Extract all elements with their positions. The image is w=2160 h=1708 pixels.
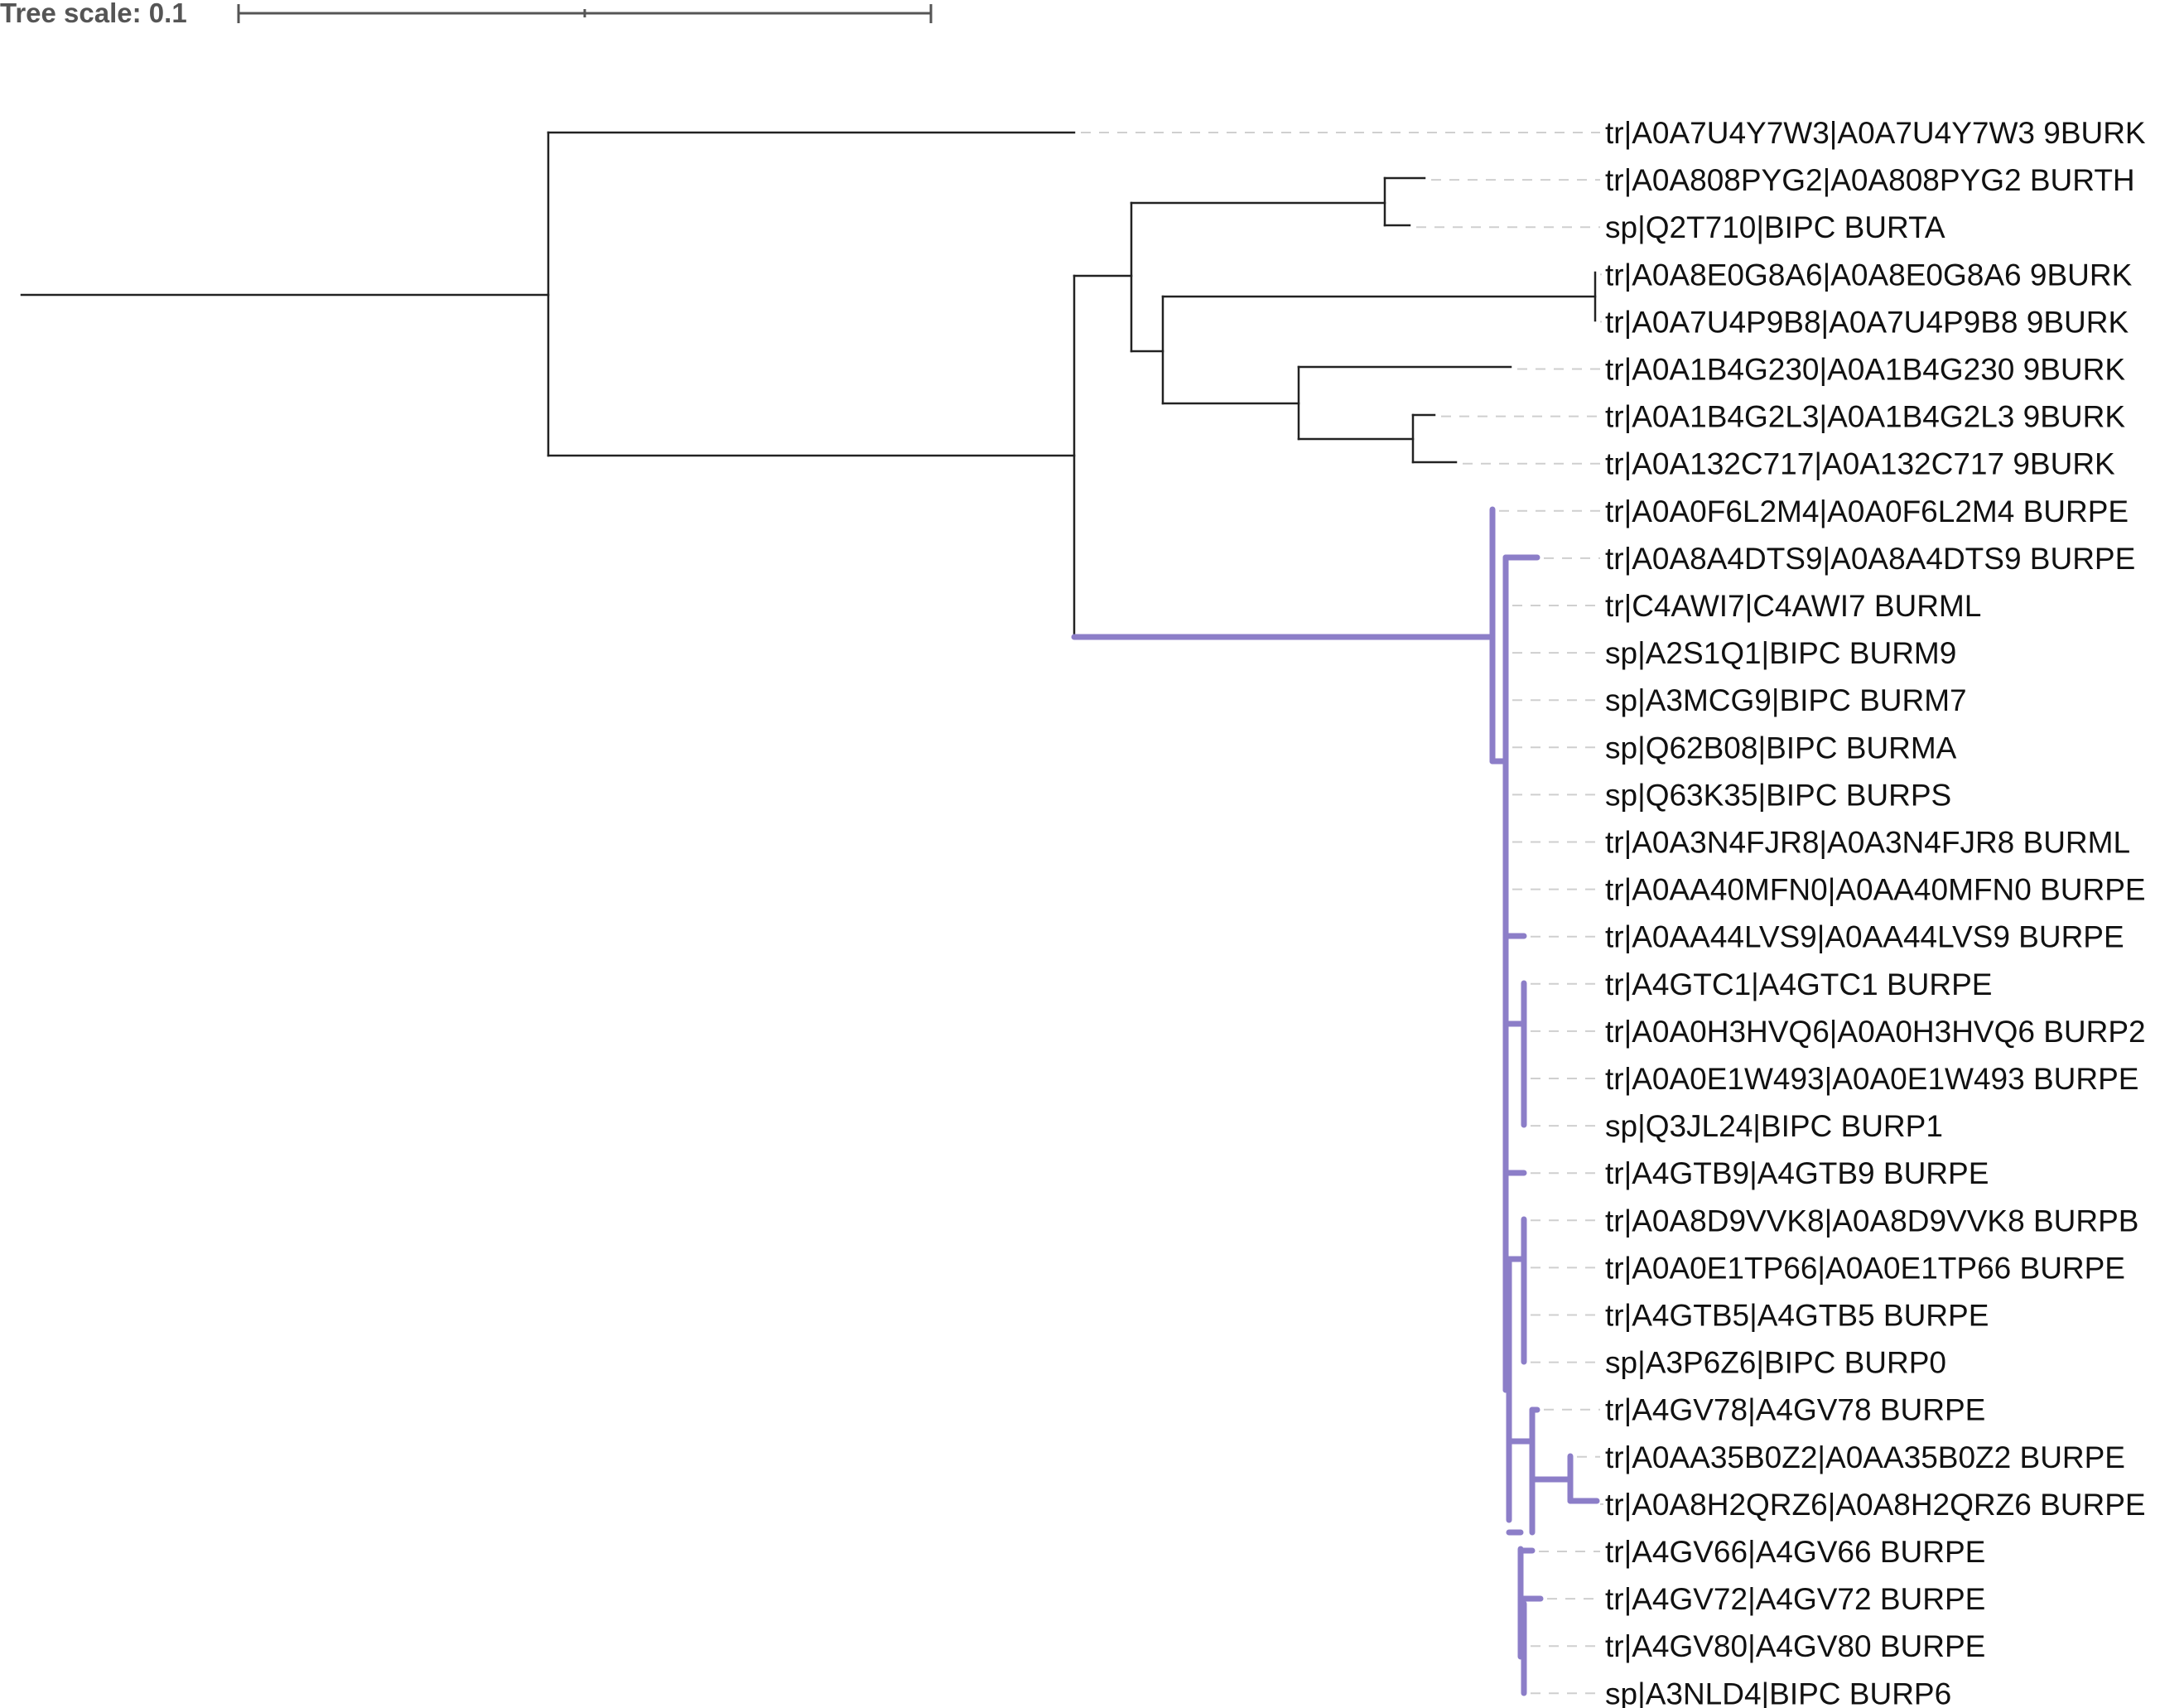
leaf-label-tr-A0A808PYG2-A0A808PYG2-BURTH: tr|A0A808PYG2|A0A808PYG2 BURTH — [1605, 163, 2135, 197]
leaf-label-tr-A0AA40MFN0-A0AA40MFN0-BURPE: tr|A0AA40MFN0|A0AA40MFN0 BURPE — [1605, 873, 2146, 907]
leaf-label-tr-A0A0E1TP66-A0A0E1TP66-BURPE: tr|A0A0E1TP66|A0A0E1TP66 BURPE — [1605, 1251, 2125, 1285]
leaf-label-tr-A0A0H3HVQ6-A0A0H3HVQ6-BURP2: tr|A0A0H3HVQ6|A0A0H3HVQ6 BURP2 — [1605, 1015, 2146, 1049]
leaf-label-sp-Q62B08-BIPC-BURMA: sp|Q62B08|BIPC BURMA — [1605, 731, 1957, 765]
leaf-label-tr-A4GV78-A4GV78-BURPE: tr|A4GV78|A4GV78 BURPE — [1605, 1393, 1985, 1427]
leaf-label-tr-A0A7U4P9B8-A0A7U4P9B8-9BURK: tr|A0A7U4P9B8|A0A7U4P9B8 9BURK — [1605, 305, 2129, 339]
leaf-label-sp-Q63K35-BIPC-BURPS: sp|Q63K35|BIPC BURPS — [1605, 778, 1951, 812]
leaf-label-tr-A0A132C717-A0A132C717-9BURK: tr|A0A132C717|A0A132C717 9BURK — [1605, 447, 2115, 481]
leaf-label-tr-A0A1B4G230-A0A1B4G230-9BURK: tr|A0A1B4G230|A0A1B4G230 9BURK — [1605, 353, 2125, 387]
leaf-label-tr-A0A0E1W493-A0A0E1W493-BURPE: tr|A0A0E1W493|A0A0E1W493 BURPE — [1605, 1062, 2138, 1096]
leaf-label-tr-A4GTB9-A4GTB9-BURPE: tr|A4GTB9|A4GTB9 BURPE — [1605, 1156, 1989, 1190]
leaf-label-sp-Q3JL24-BIPC-BURP1: sp|Q3JL24|BIPC BURP1 — [1605, 1109, 1943, 1143]
leaf-label-tr-A0A8E0G8A6-A0A8E0G8A6-9BURK: tr|A0A8E0G8A6|A0A8E0G8A6 9BURK — [1605, 258, 2133, 292]
tree-scale-label: Tree scale: 0.1 — [0, 0, 187, 28]
leaf-label-tr-A4GV80-A4GV80-BURPE: tr|A4GV80|A4GV80 BURPE — [1605, 1629, 1985, 1663]
leaf-label-tr-C4AWI7-C4AWI7-BURML: tr|C4AWI7|C4AWI7 BURML — [1605, 589, 1981, 623]
leaf-label-tr-A0A3N4FJR8-A0A3N4FJR8-BURML: tr|A0A3N4FJR8|A0A3N4FJR8 BURML — [1605, 826, 2130, 860]
leaf-label-sp-A3MCG9-BIPC-BURM7: sp|A3MCG9|BIPC BURM7 — [1605, 683, 1967, 717]
leaf-label-sp-A2S1Q1-BIPC-BURM9: sp|A2S1Q1|BIPC BURM9 — [1605, 636, 1956, 670]
leaf-label-tr-A4GTB5-A4GTB5-BURPE: tr|A4GTB5|A4GTB5 BURPE — [1605, 1299, 1989, 1333]
leaf-label-tr-A0AA44LVS9-A0AA44LVS9-BURPE: tr|A0AA44LVS9|A0AA44LVS9 BURPE — [1605, 920, 2124, 954]
leaf-label-tr-A0A7U4Y7W3-A0A7U4Y7W3-9BURK: tr|A0A7U4Y7W3|A0A7U4Y7W3 9BURK — [1605, 116, 2146, 150]
highlighted-clade-branches — [1071, 506, 1600, 1696]
leaf-label-tr-A0A8A4DTS9-A0A8A4DTS9-BURPE: tr|A0A8A4DTS9|A0A8A4DTS9 BURPE — [1605, 542, 2135, 576]
leaf-label-tr-A0A1B4G2L3-A0A1B4G2L3-9BURK: tr|A0A1B4G2L3|A0A1B4G2L3 9BURK — [1605, 400, 2125, 434]
leaf-label-tr-A0A0F6L2M4-A0A0F6L2M4-BURPE: tr|A0A0F6L2M4|A0A0F6L2M4 BURPE — [1605, 495, 2129, 528]
tree-scale-legend: Tree scale: 0.1 — [0, 0, 933, 28]
leaf-label-tr-A4GV66-A4GV66-BURPE: tr|A4GV66|A4GV66 BURPE — [1605, 1535, 1985, 1569]
leaf-label-sp-A3P6Z6-BIPC-BURP0: sp|A3P6Z6|BIPC BURP0 — [1605, 1346, 1946, 1380]
leaf-label-sp-A3NLD4-BIPC-BURP6: sp|A3NLD4|BIPC BURP6 — [1605, 1677, 1951, 1708]
leaf-label-tr-A4GTC1-A4GTC1-BURPE: tr|A4GTC1|A4GTC1 BURPE — [1605, 967, 1992, 1001]
leaf-label-tr-A0AA35B0Z2-A0AA35B0Z2-BURPE: tr|A0AA35B0Z2|A0AA35B0Z2 BURPE — [1605, 1440, 2125, 1474]
leaf-label-tr-A4GV72-A4GV72-BURPE: tr|A4GV72|A4GV72 BURPE — [1605, 1582, 1985, 1616]
leaf-labels: tr|A0A7U4Y7W3|A0A7U4Y7W3 9BURK tr|A0A808P… — [1605, 116, 2146, 1708]
leaf-label-tr-A0A8D9VVK8-A0A8D9VVK8-BURPB: tr|A0A8D9VVK8|A0A8D9VVK8 BURPB — [1605, 1204, 2138, 1238]
outgroup-branches — [20, 131, 1597, 639]
leaf-guide-lines — [1081, 132, 1603, 1695]
leaf-label-sp-Q2T710-BIPC-BURTA: sp|Q2T710|BIPC BURTA — [1605, 210, 1945, 244]
leaf-label-tr-A0A8H2QRZ6-A0A8H2QRZ6-BURPE: tr|A0A8H2QRZ6|A0A8H2QRZ6 BURPE — [1605, 1488, 2146, 1522]
